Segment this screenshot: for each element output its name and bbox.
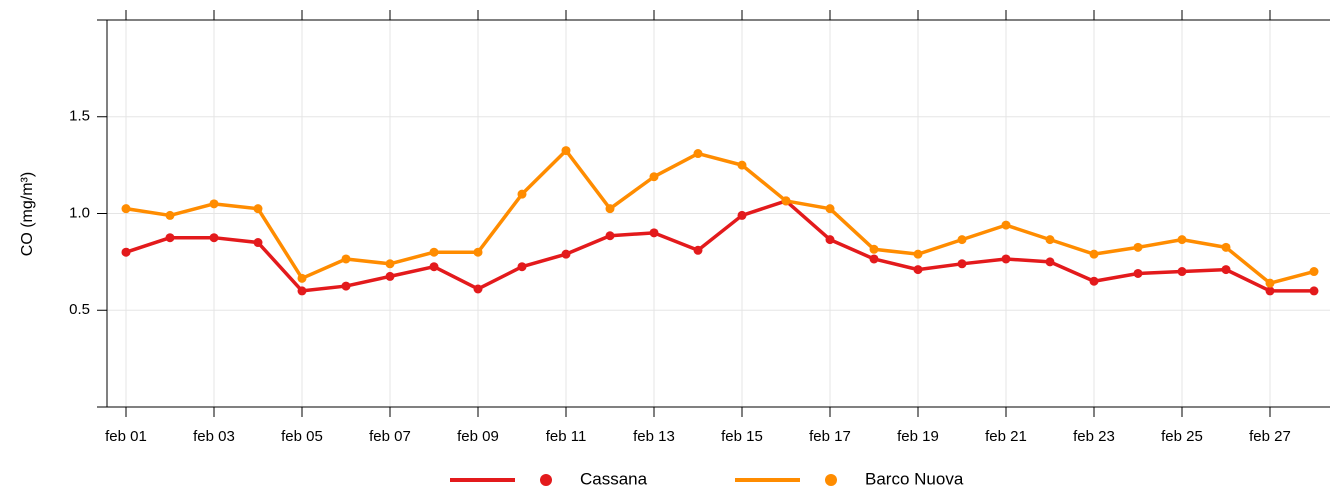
data-point <box>1221 265 1231 275</box>
data-point <box>1001 254 1011 264</box>
data-point <box>825 204 835 214</box>
data-point <box>649 172 659 182</box>
y-tick-label: 1.5 <box>69 108 90 125</box>
data-point <box>473 284 483 294</box>
data-point <box>605 204 615 214</box>
data-point <box>737 160 747 170</box>
data-point <box>649 228 659 238</box>
data-point <box>869 254 879 264</box>
x-tick-label: feb 03 <box>193 428 235 445</box>
data-point <box>957 235 967 245</box>
data-point <box>429 262 439 272</box>
data-point <box>165 233 175 243</box>
data-point <box>1001 220 1011 230</box>
data-point <box>1133 242 1143 252</box>
data-point <box>209 233 219 243</box>
data-point <box>1133 268 1143 278</box>
data-point <box>517 262 527 272</box>
y-axis-label: CO (mg/m³) <box>19 172 36 256</box>
x-tick-label: feb 19 <box>897 428 939 445</box>
data-point <box>121 247 131 257</box>
series-line <box>125 148 1315 285</box>
x-tick-label: feb 27 <box>1249 428 1291 445</box>
data-point <box>693 149 703 159</box>
x-tick-label: feb 23 <box>1073 428 1115 445</box>
data-point <box>1221 242 1231 252</box>
data-point <box>1045 257 1055 267</box>
x-tick-label: feb 25 <box>1161 428 1203 445</box>
data-point <box>561 146 571 156</box>
x-tick-label: feb 07 <box>369 428 411 445</box>
data-point <box>825 235 835 245</box>
data-point <box>1309 286 1319 296</box>
x-tick-label: feb 21 <box>985 428 1027 445</box>
data-point <box>1089 276 1099 286</box>
data-point <box>473 247 483 257</box>
data-point <box>385 271 395 281</box>
data-point <box>693 245 703 255</box>
data-point <box>781 196 791 206</box>
data-point <box>1177 267 1187 277</box>
legend-label: Cassana <box>580 469 648 488</box>
data-point <box>341 281 351 291</box>
series-line <box>125 199 1314 293</box>
x-tick-label: feb 11 <box>546 428 587 445</box>
y-tick-label: 1.0 <box>69 204 90 221</box>
data-point <box>121 204 131 214</box>
data-point <box>517 189 527 199</box>
data-point <box>165 210 175 220</box>
data-point <box>1265 278 1275 288</box>
y-tick-label: 0.5 <box>69 301 90 318</box>
data-point <box>1265 286 1275 296</box>
x-tick-label: feb 13 <box>633 428 675 445</box>
data-point <box>1089 249 1099 259</box>
data-point <box>561 249 571 259</box>
data-point <box>253 204 263 214</box>
data-point <box>297 286 307 296</box>
legend-dot <box>825 474 837 486</box>
data-point <box>869 244 879 254</box>
data-point <box>1045 235 1055 245</box>
data-point <box>737 210 747 220</box>
x-tick-label: feb 15 <box>721 428 763 445</box>
x-tick-label: feb 09 <box>457 428 499 445</box>
data-point <box>429 247 439 257</box>
data-point <box>209 199 219 209</box>
data-point <box>253 238 263 248</box>
data-point <box>341 254 351 264</box>
data-point <box>913 265 923 275</box>
data-point <box>913 249 923 259</box>
legend-dot <box>540 474 552 486</box>
x-tick-label: feb 05 <box>281 428 323 445</box>
data-point <box>957 259 967 269</box>
x-tick-label: feb 17 <box>809 428 851 445</box>
data-point <box>1309 267 1319 277</box>
data-point <box>297 273 307 283</box>
data-point <box>385 259 395 269</box>
x-tick-label: feb 01 <box>105 428 147 445</box>
data-point <box>1177 235 1187 245</box>
legend-label: Barco Nuova <box>865 469 964 488</box>
data-point <box>605 231 615 241</box>
